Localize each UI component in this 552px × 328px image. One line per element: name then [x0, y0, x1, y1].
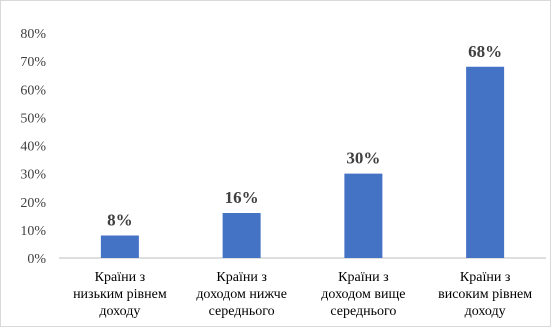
bar [100, 235, 139, 258]
data-label: 8% [107, 211, 133, 230]
category-label: Країни з доходом вище середнього [321, 270, 405, 319]
data-label: 30% [346, 149, 380, 168]
data-labels: 8% 16% 30% 68% [107, 42, 502, 230]
category-label-line: доходу [99, 304, 140, 319]
category-label-line: доходом вище [321, 287, 405, 302]
y-tick-label: 0% [27, 252, 46, 267]
category-label-line: Країни з [338, 270, 389, 285]
data-label: 68% [468, 42, 502, 61]
category-labels: Країни з низьким рівнем доходу Країни з дохо… [73, 270, 532, 319]
y-axis-ticks: 0% 10% 20% 30% 40% 50% 60% 70% 80% [20, 27, 46, 267]
category-label: Країни з високим рівнем доходу [438, 270, 532, 319]
data-label: 16% [225, 188, 259, 207]
y-tick-label: 10% [20, 224, 46, 239]
category-label-line: середнього [330, 304, 396, 319]
category-label-line: доходом нижче [196, 287, 287, 302]
category-label: Країни з низьким рівнем доходу [73, 270, 167, 319]
bar [222, 213, 261, 258]
y-tick-label: 60% [20, 83, 46, 98]
category-label-line: високим рівнем [438, 287, 532, 302]
y-tick-label: 80% [20, 27, 46, 42]
category-label-line: Країни з [95, 270, 146, 285]
category-label-line: низьким рівнем [73, 287, 167, 302]
category-label-line: Країни з [460, 270, 511, 285]
y-tick-label: 20% [20, 196, 46, 211]
bars [100, 66, 505, 258]
y-tick-label: 50% [20, 111, 46, 126]
y-tick-label: 70% [20, 55, 46, 70]
y-tick-label: 30% [20, 168, 46, 183]
category-label-line: Країни з [216, 270, 267, 285]
category-label: Країни з доходом нижче середнього [196, 270, 287, 319]
bar [466, 66, 505, 258]
category-label-line: середнього [209, 304, 275, 319]
category-label-line: доходу [465, 304, 506, 319]
y-tick-label: 40% [20, 140, 46, 155]
bar [344, 173, 383, 258]
